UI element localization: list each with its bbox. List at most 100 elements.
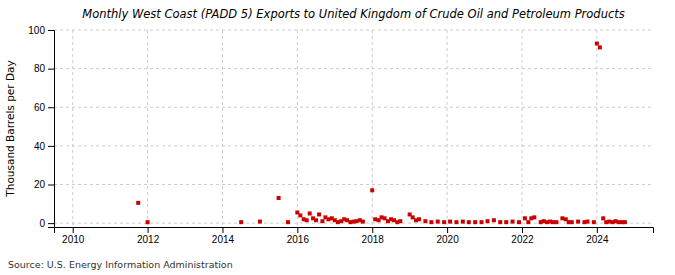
point <box>598 45 602 49</box>
tick-label: 2012 <box>137 234 160 245</box>
point <box>286 220 290 224</box>
point <box>473 220 477 224</box>
grid-line <box>72 30 73 227</box>
point <box>308 211 312 215</box>
tick: 2014 <box>212 227 235 245</box>
tick-label: 2016 <box>287 234 310 245</box>
point <box>320 219 324 223</box>
point <box>423 219 427 223</box>
point <box>305 218 309 222</box>
grid-line <box>54 30 653 31</box>
grid-line <box>447 30 448 227</box>
point <box>429 220 433 224</box>
grid-line <box>222 30 223 227</box>
annotation: Source: U.S. Energy Information Administ… <box>8 259 233 270</box>
point <box>504 220 508 224</box>
point <box>523 216 527 220</box>
point <box>239 220 243 224</box>
point <box>442 220 446 224</box>
tick: 2012 <box>137 227 160 245</box>
point <box>258 220 262 224</box>
grid-line <box>54 145 653 146</box>
point <box>554 220 558 224</box>
tick-label: 2010 <box>62 234 85 245</box>
point <box>592 220 596 224</box>
point <box>511 220 515 224</box>
tick-label: 2018 <box>362 234 385 245</box>
tick: 2010 <box>62 227 85 245</box>
point <box>517 220 521 224</box>
point <box>601 216 605 220</box>
tick-label: 40 <box>34 141 46 152</box>
grid-line <box>297 30 298 227</box>
point <box>461 220 465 224</box>
grid <box>54 30 653 227</box>
tick: 2024 <box>586 227 609 245</box>
point <box>146 220 150 224</box>
point <box>467 220 471 224</box>
axis-line <box>48 31 55 228</box>
tick-mark <box>447 227 448 233</box>
tick: 2018 <box>362 227 385 245</box>
point <box>454 220 458 224</box>
plot-area: 2010 2012 2014 2016 2018 2020 2022 2024 0 20 40 60 8… <box>28 25 653 245</box>
y-axis: 0 20 40 60 80 100 <box>28 25 54 229</box>
tick-mark <box>597 227 598 233</box>
point <box>532 215 536 219</box>
tick: 0 <box>39 218 54 229</box>
point <box>498 220 502 224</box>
tick-mark <box>48 146 54 147</box>
tick: 2016 <box>287 227 310 245</box>
point <box>486 219 490 223</box>
point <box>136 201 140 205</box>
tick: 2020 <box>436 227 459 245</box>
grid-line <box>54 184 653 185</box>
point <box>398 219 402 223</box>
point <box>585 220 589 224</box>
point <box>480 220 484 224</box>
tick-label: 100 <box>28 25 45 36</box>
point <box>436 220 440 224</box>
point <box>314 218 318 222</box>
tick: 100 <box>28 25 54 36</box>
tick-label: 2022 <box>511 234 534 245</box>
tick: 40 <box>34 141 54 152</box>
tick-mark <box>48 30 54 31</box>
tick-mark <box>48 69 54 70</box>
grid-line <box>54 107 653 108</box>
tick-mark <box>48 185 54 186</box>
tick: 60 <box>34 102 54 113</box>
tick-mark <box>297 227 298 233</box>
y-axis-label: Thousand Barrels per Day <box>4 60 16 197</box>
tick-label: 0 <box>39 218 45 229</box>
tick-label: 2014 <box>212 234 235 245</box>
title: Monthly West Coast (PADD 5) Exports to U… <box>82 7 625 21</box>
point <box>417 217 421 221</box>
grid-line <box>54 68 653 69</box>
point <box>570 220 574 224</box>
tick-label: 2020 <box>436 234 459 245</box>
tick-label: 2024 <box>586 234 609 245</box>
tick-mark <box>372 227 373 233</box>
point <box>492 218 496 222</box>
tick: 20 <box>34 179 54 190</box>
grid-line <box>372 30 373 227</box>
tick-label: 20 <box>34 179 46 190</box>
point <box>370 188 374 192</box>
x-axis: 2010 2012 2014 2016 2018 2020 2022 2024 <box>55 227 654 245</box>
grid-line <box>596 30 597 227</box>
tick: 80 <box>34 63 54 74</box>
chart: 2010 2012 2014 2016 2018 2020 2022 2024 0 20 40 60 8… <box>0 0 675 275</box>
tick-mark <box>148 227 149 233</box>
point <box>576 220 580 224</box>
point <box>448 220 452 224</box>
points <box>136 42 627 225</box>
tick-mark <box>73 227 74 233</box>
tick-label: 80 <box>34 63 46 74</box>
point <box>277 196 281 200</box>
tick-mark <box>222 227 223 233</box>
grid-line <box>147 30 148 227</box>
point <box>317 212 321 216</box>
axis-line <box>55 228 654 234</box>
point <box>595 42 599 46</box>
